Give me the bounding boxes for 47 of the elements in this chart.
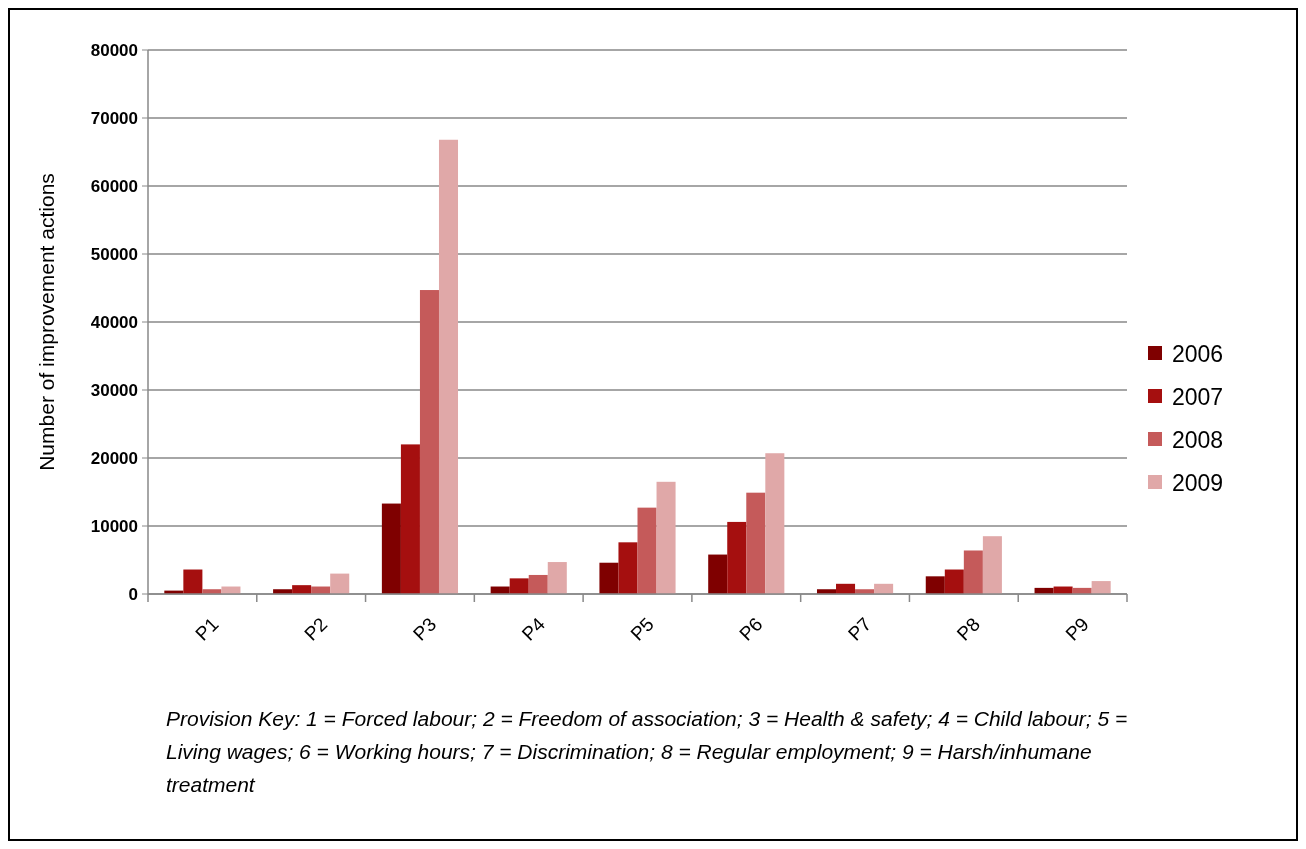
bar bbox=[637, 507, 657, 594]
bar bbox=[438, 139, 459, 594]
bar bbox=[982, 536, 1002, 594]
bar bbox=[292, 585, 312, 594]
y-tick-label: 70000 bbox=[90, 108, 138, 128]
x-tick-label: P6 bbox=[735, 613, 767, 645]
x-tick-label: P1 bbox=[191, 613, 223, 645]
y-tick-label: 80000 bbox=[90, 40, 138, 60]
bar bbox=[400, 444, 420, 594]
y-tick-label: 20000 bbox=[90, 448, 138, 468]
y-tick-label: 40000 bbox=[90, 312, 138, 332]
bar bbox=[183, 569, 203, 594]
x-tick-label: P7 bbox=[844, 613, 876, 645]
y-tick-label: 10000 bbox=[90, 516, 138, 536]
legend-label: 2007 bbox=[1172, 384, 1224, 411]
bar bbox=[419, 290, 439, 594]
bar bbox=[656, 481, 676, 594]
bar bbox=[944, 569, 964, 594]
bar bbox=[1091, 581, 1111, 594]
y-tick-label: 50000 bbox=[90, 244, 138, 264]
y-axis-title: Number of improvement actions bbox=[35, 173, 58, 471]
x-tick-label: P5 bbox=[626, 613, 658, 645]
bar bbox=[509, 578, 529, 594]
x-tick-label: P9 bbox=[1061, 613, 1093, 645]
x-tick-label: P4 bbox=[517, 613, 550, 645]
y-tick-label: 0 bbox=[128, 584, 138, 604]
legend-label: 2006 bbox=[1172, 341, 1224, 368]
bar bbox=[330, 573, 350, 594]
bar bbox=[963, 550, 983, 594]
bar bbox=[727, 521, 747, 594]
bar bbox=[599, 562, 619, 594]
x-tick-label: P2 bbox=[300, 613, 332, 645]
x-tick-label: P8 bbox=[952, 613, 985, 645]
bar bbox=[765, 453, 785, 594]
bar bbox=[381, 503, 401, 594]
legend-label: 2009 bbox=[1172, 470, 1224, 497]
bar bbox=[547, 562, 567, 594]
y-tick-label: 30000 bbox=[90, 380, 138, 400]
text: Provision Key: 1 = Forced labour; 2 = Freedom of association; 3 = Health & safety; 4 = Child labour; 5 = Living wages; 6 = Working hours; 7 = Discrimination; 8 = Regular employment; 9 = Harsh/inhumane treatment bbox=[166, 707, 1128, 796]
y-tick-label: 60000 bbox=[90, 176, 138, 196]
bar bbox=[708, 554, 728, 594]
bar bbox=[528, 574, 548, 594]
bar bbox=[925, 576, 945, 594]
bar bbox=[746, 492, 766, 594]
x-tick-label: P3 bbox=[408, 613, 441, 645]
legend-label: 2008 bbox=[1172, 427, 1224, 454]
bar bbox=[618, 542, 638, 594]
